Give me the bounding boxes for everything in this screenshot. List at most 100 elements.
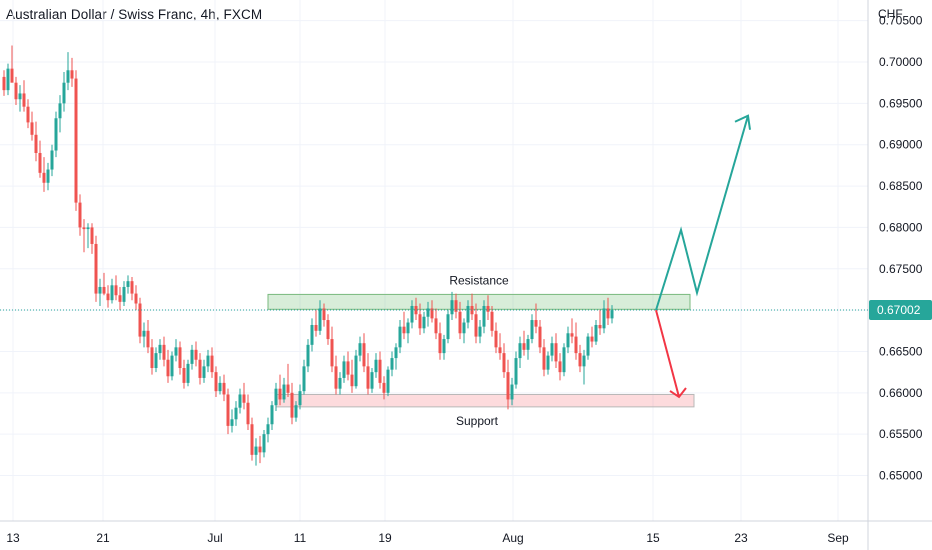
candle-body — [230, 419, 234, 426]
candle-body — [266, 424, 270, 435]
candle-body — [186, 363, 190, 383]
candle-body — [590, 336, 594, 342]
candles-group — [2, 45, 614, 466]
candle-body — [506, 372, 510, 400]
candle-body — [298, 391, 302, 406]
candle-body — [574, 336, 578, 354]
candle-body — [422, 316, 426, 329]
candle-body — [146, 330, 150, 348]
x-tick-label: Jul — [207, 531, 222, 545]
candle-body — [382, 382, 386, 393]
y-tick-label: 0.65000 — [879, 469, 923, 483]
candle-body — [566, 333, 570, 348]
candle-body — [130, 281, 134, 294]
candle-body — [90, 227, 94, 244]
candle-body — [318, 308, 322, 331]
candle-body — [166, 359, 170, 377]
candle-body — [282, 384, 286, 400]
candle-body — [78, 202, 82, 228]
candle-body — [30, 122, 34, 135]
candle-body — [158, 344, 162, 354]
x-tick-label: Aug — [502, 531, 523, 545]
candle-body — [598, 325, 602, 329]
candle-body — [514, 358, 518, 385]
candle-body — [342, 361, 346, 378]
candle-body — [150, 347, 154, 369]
x-tick-label: 13 — [6, 531, 20, 545]
candle-body — [546, 355, 550, 370]
candle-body — [154, 353, 158, 369]
candle-body — [310, 325, 314, 345]
candle-body — [578, 353, 582, 367]
x-tick-label: 19 — [378, 531, 392, 545]
candle-body — [374, 359, 378, 373]
candle-body — [558, 361, 562, 373]
candle-body — [322, 308, 326, 321]
candle-body — [262, 434, 266, 453]
candle-body — [290, 392, 294, 418]
candle-body — [358, 343, 362, 356]
candle-body — [326, 320, 330, 340]
y-tick-label: 0.68500 — [879, 179, 923, 193]
candle-body — [378, 359, 382, 383]
candle-body — [206, 355, 210, 367]
y-tick-label: 0.65500 — [879, 427, 923, 441]
candle-body — [106, 293, 110, 301]
candle-body — [134, 293, 138, 304]
candle-body — [610, 310, 614, 319]
candle-body — [530, 320, 534, 340]
candle-body — [606, 308, 610, 319]
candle-body — [406, 322, 410, 334]
candle-body — [202, 366, 206, 378]
candle-body — [478, 326, 482, 337]
candle-body — [314, 325, 318, 331]
candle-body — [226, 394, 230, 426]
candle-body — [250, 424, 254, 455]
candle-body — [366, 366, 370, 389]
candle-body — [34, 134, 38, 153]
y-tick-label: 0.66500 — [879, 344, 923, 358]
candle-body — [498, 347, 502, 354]
candle-body — [414, 305, 418, 315]
candle-body — [418, 314, 422, 329]
bullish-projection-line — [655, 115, 749, 311]
candle-body — [434, 318, 438, 334]
candle-body — [58, 103, 62, 119]
candle-body — [494, 330, 498, 348]
candle-body — [62, 82, 66, 104]
candle-body — [214, 372, 218, 392]
last-price-badge — [869, 299, 932, 320]
candle-body — [122, 286, 126, 302]
candle-body — [338, 377, 342, 389]
candle-body — [410, 305, 414, 323]
candle-body — [246, 402, 250, 425]
y-tick-label: 0.66000 — [879, 386, 923, 400]
candle-body — [126, 281, 130, 287]
candle-body — [534, 320, 538, 327]
candle-body — [242, 394, 246, 403]
candle-body — [190, 349, 194, 364]
y-tick-label: 0.69000 — [879, 138, 923, 152]
candle-body — [474, 314, 478, 337]
x-tick-label: 23 — [734, 531, 748, 545]
candle-body — [22, 93, 26, 107]
candle-body — [10, 68, 14, 83]
candle-body — [442, 339, 446, 354]
y-tick-label: 0.70000 — [879, 55, 923, 69]
y-tick-label: 0.68000 — [879, 220, 923, 234]
candle-body — [142, 330, 146, 337]
candle-body — [82, 227, 86, 230]
candle-body — [218, 382, 222, 392]
candle-body — [554, 343, 558, 362]
candle-body — [178, 347, 182, 369]
candle-body — [162, 344, 166, 360]
candle-body — [602, 308, 606, 329]
candle-body — [562, 347, 566, 373]
candle-body — [306, 344, 310, 367]
candle-body — [394, 347, 398, 359]
bearish-arrowhead — [669, 387, 687, 399]
candle-body — [386, 369, 390, 393]
x-tick-label: 15 — [646, 531, 660, 545]
candle-body — [278, 388, 282, 400]
